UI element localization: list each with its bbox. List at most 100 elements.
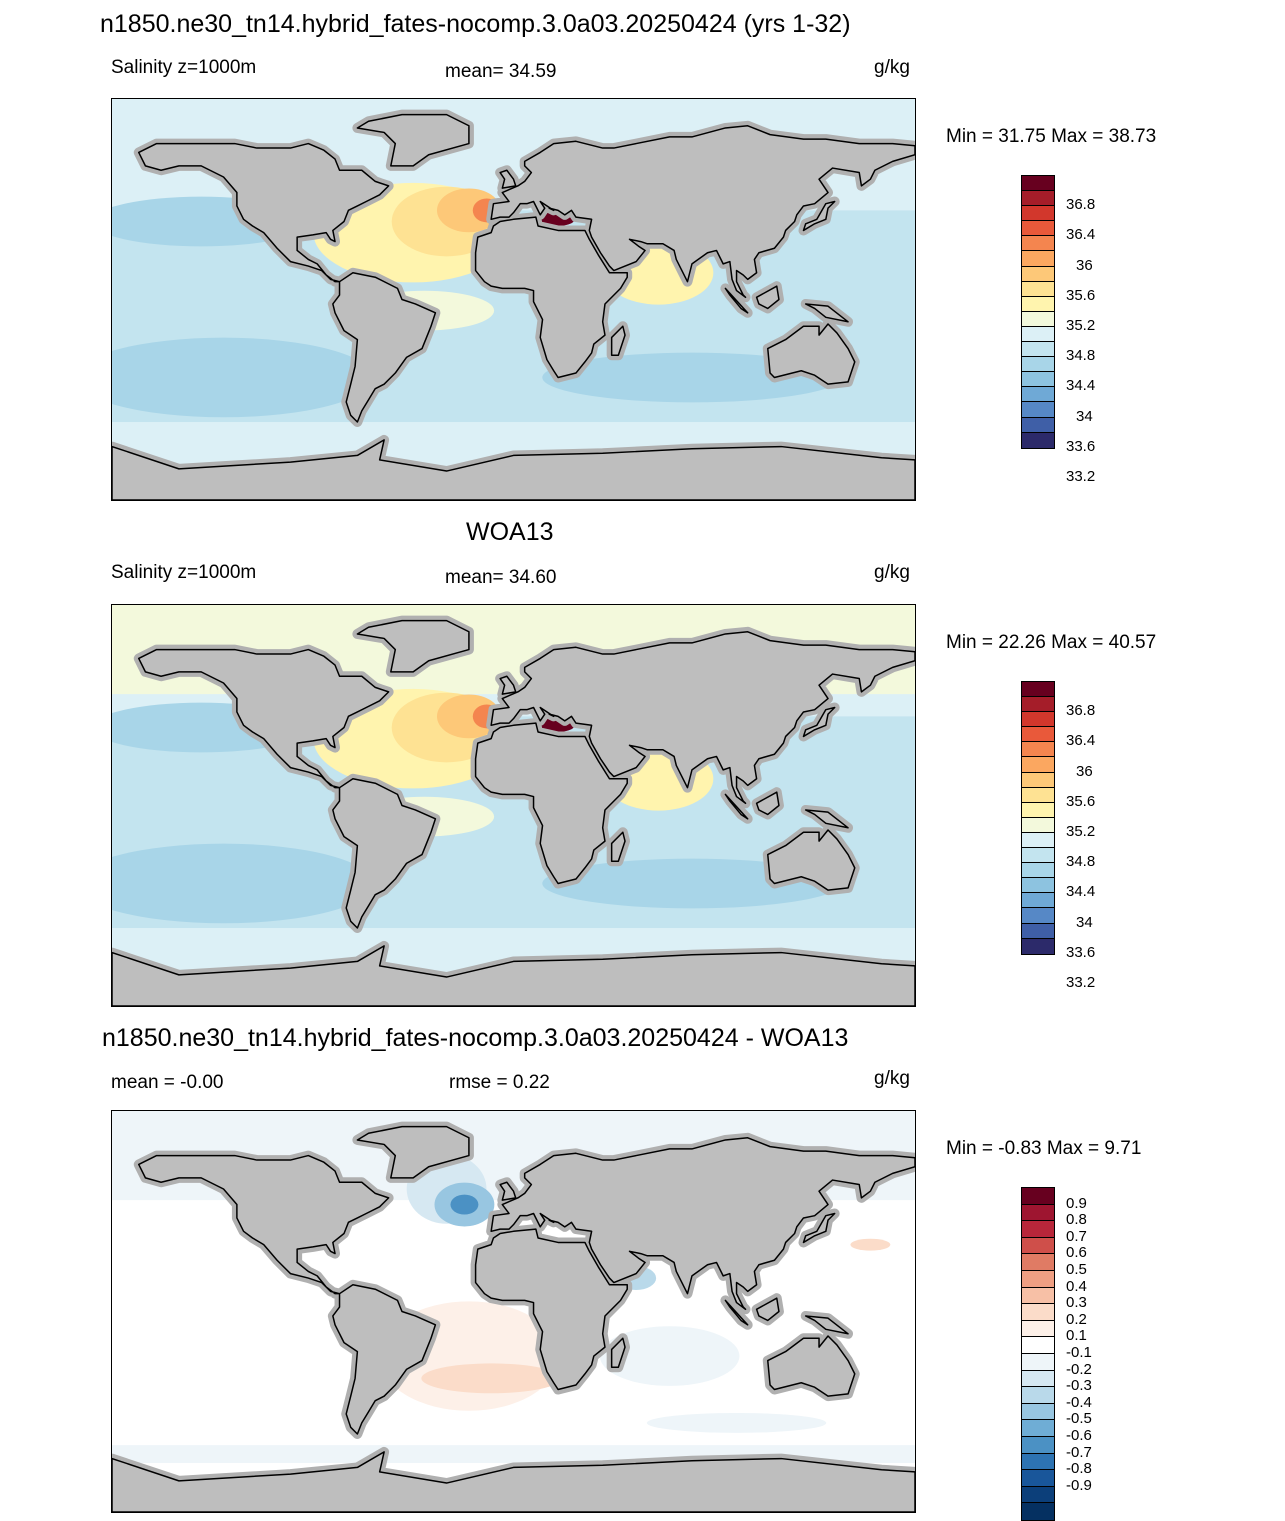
colorbar-segment [1022,938,1054,954]
colorbar-segment [1022,923,1054,939]
colorbar-segment [1022,251,1054,267]
colorbar-tick-label: 34 [1076,913,1093,931]
colorbar-segment [1022,176,1054,192]
panel2-title: WOA13 [466,518,554,546]
colorbar-tick-label: 0.5 [1066,1261,1087,1278]
colorbar-segment [1022,863,1054,879]
colorbar-tick-label: -0.8 [1066,1460,1092,1478]
colorbar-tick-label: 36.8 [1066,196,1096,214]
colorbar-tick-label: -0.5 [1066,1410,1092,1428]
colorbar-segment [1022,878,1054,894]
panel3-mean-label: mean = -0.00 [111,1072,224,1093]
colorbar-tick-label: 34 [1076,407,1093,425]
panel2-variable-label: Salinity z=1000m [111,562,257,583]
colorbar-tick-label: -0.7 [1066,1443,1092,1461]
colorbar-segment [1022,1188,1054,1205]
colorbar-segment [1022,1470,1054,1487]
panel1-units: g/kg [874,57,910,78]
colorbar-segment [1022,326,1054,343]
colorbar-tick-label: 35.6 [1066,286,1096,304]
colorbar-segment [1022,817,1054,833]
panel2-minmax: Min = 22.26 Max = 40.57 [946,632,1157,653]
colorbar-segment [1022,311,1054,327]
colorbar-segment [1022,1287,1054,1305]
colorbar-segment [1022,357,1054,373]
panel3-colorbar [1021,1187,1055,1521]
colorbar-tick-label: 0.6 [1066,1244,1087,1262]
colorbar-segment [1022,1337,1054,1354]
colorbar-segment [1022,1387,1054,1404]
colorbar-tick-label: 36.4 [1066,226,1096,244]
colorbar-tick-label: 35.2 [1066,317,1096,334]
colorbar-tick-label: 0.2 [1066,1310,1087,1328]
colorbar-tick-label: 36 [1076,256,1093,274]
colorbar-segment [1022,1486,1054,1504]
colorbar-segment [1022,1320,1054,1338]
colorbar-tick-label: 0.8 [1066,1211,1087,1229]
colorbar-segment [1022,206,1054,222]
colorbar-segment [1022,221,1054,237]
colorbar-segment [1022,236,1054,252]
colorbar-segment [1022,1254,1054,1271]
panel2-units: g/kg [874,562,910,583]
colorbar-segment [1022,1370,1054,1388]
colorbar-segment [1022,742,1054,758]
panel2-map [111,604,916,1007]
panel3-units: g/kg [874,1068,910,1089]
colorbar-tick-label: -0.3 [1066,1377,1092,1395]
colorbar-segment [1022,387,1054,403]
colorbar-segment [1022,1353,1054,1371]
colorbar-segment [1022,682,1054,698]
colorbar-segment [1022,1204,1054,1222]
colorbar-segment [1022,266,1054,282]
colorbar-segment [1022,402,1054,418]
colorbar-tick-label: 35.6 [1066,792,1096,810]
colorbar-segment [1022,342,1054,358]
colorbar-tick-label: 35.2 [1066,823,1096,840]
panel3-map [111,1110,916,1513]
colorbar-segment [1022,772,1054,788]
colorbar-tick-label: 0.9 [1066,1194,1087,1212]
colorbar-segment [1022,832,1054,849]
colorbar-segment [1022,1453,1054,1471]
colorbar-tick-label: 0.4 [1066,1277,1087,1295]
panel1-minmax: Min = 31.75 Max = 38.73 [946,126,1157,147]
colorbar-tick-label: -0.6 [1066,1427,1092,1444]
colorbar-segment [1022,372,1054,388]
colorbar-segment [1022,281,1054,297]
colorbar-tick-label: -0.1 [1066,1344,1092,1361]
colorbar-tick-label: 0.3 [1066,1294,1087,1312]
colorbar-tick-label: 33.2 [1066,468,1096,485]
panel1-map [111,98,916,501]
panel2-colorbar [1021,681,1055,955]
colorbar-tick-label: 34.4 [1066,883,1096,901]
panel2-mean-label: mean= 34.60 [445,567,557,588]
colorbar-segment [1022,1270,1054,1288]
colorbar-segment [1022,727,1054,743]
colorbar-segment [1022,1420,1054,1437]
colorbar-tick-label: 36.4 [1066,732,1096,750]
colorbar-segment [1022,802,1054,818]
colorbar-segment [1022,787,1054,803]
colorbar-segment [1022,757,1054,773]
colorbar-segment [1022,697,1054,713]
colorbar-tick-label: -0.9 [1066,1476,1092,1494]
colorbar-tick-label: 34.8 [1066,853,1096,871]
colorbar-segment [1022,432,1054,448]
colorbar-tick-label: 33.6 [1066,437,1096,455]
colorbar-segment [1022,191,1054,207]
panel3-minmax: Min = -0.83 Max = 9.71 [946,1138,1142,1159]
colorbar-tick-label: 34.4 [1066,377,1096,395]
colorbar-segment [1022,1436,1054,1454]
colorbar-segment [1022,893,1054,909]
colorbar-tick-label: 33.2 [1066,974,1096,991]
panel1-mean-label: mean= 34.59 [445,61,557,82]
colorbar-segment [1022,1304,1054,1321]
colorbar-tick-label: 0.7 [1066,1227,1087,1245]
panel1-title: n1850.ne30_tn14.hybrid_fates-nocomp.3.0a… [100,10,851,38]
colorbar-segment [1022,1503,1054,1520]
colorbar-tick-label: -0.4 [1066,1393,1092,1411]
colorbar-tick-label: -0.2 [1066,1360,1092,1378]
colorbar-segment [1022,1221,1054,1238]
panel1-colorbar [1021,175,1055,449]
